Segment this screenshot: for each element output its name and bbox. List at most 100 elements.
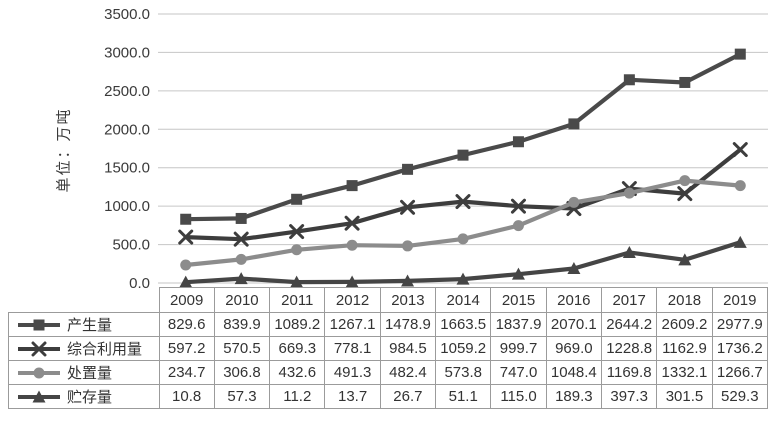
square-marker	[180, 213, 192, 225]
value-cell: 1048.4	[545, 360, 603, 385]
value-cell: 2644.2	[600, 312, 658, 337]
chart-data-table: 2009 2010 2011 2012 2013 2014 2015 2016 2017 2018…	[8, 287, 769, 409]
year-header-cell: 2012	[324, 287, 381, 313]
value-cell: 10.8	[158, 384, 215, 409]
square-marker	[346, 180, 358, 192]
table-row: 贮存量 10.8 57.3 11.2 13.7 26.7 51.1 115.0 189.3 397…	[8, 384, 769, 409]
triangle-marker	[622, 245, 636, 258]
x-marker	[233, 231, 249, 247]
square-marker	[33, 319, 45, 330]
year-header-cell: 2010	[213, 287, 271, 313]
legend-key: 处置量	[9, 362, 158, 383]
x-marker	[455, 194, 471, 210]
square-marker-icon	[18, 319, 60, 330]
value-cell: 669.3	[269, 336, 326, 361]
year-header-row: 2009 2010 2011 2012 2013 2014 2015 2016 2017 2018…	[9, 287, 769, 313]
series-name: 贮存量	[67, 389, 113, 406]
value-cell: 1837.9	[490, 312, 547, 337]
y-tick-label: 1500.0	[104, 160, 150, 177]
value-cell: 829.6	[158, 312, 215, 337]
value-cell: 2609.2	[656, 312, 713, 337]
legend-key: 贮存量	[9, 386, 158, 407]
square-marker	[457, 149, 469, 161]
circle-marker	[402, 240, 414, 252]
square-marker	[235, 212, 247, 224]
value-cell: 1266.7	[711, 360, 769, 385]
value-cell: 13.7	[324, 384, 381, 409]
circle-marker	[679, 175, 691, 187]
circle-marker	[568, 196, 580, 208]
y-tick-label: 0.0	[129, 275, 150, 292]
value-cell: 1736.2	[711, 336, 769, 361]
square-marker	[623, 74, 635, 86]
value-cell: 482.4	[379, 360, 437, 385]
triangle-marker-icon	[18, 390, 60, 402]
triangle-marker	[234, 272, 248, 285]
circle-marker	[291, 244, 303, 256]
x-marker	[732, 142, 748, 158]
x-marker	[289, 224, 305, 240]
y-tick-label: 2000.0	[104, 121, 150, 138]
value-cell: 1089.2	[269, 312, 326, 337]
circle-marker-icon	[18, 367, 60, 378]
square-marker	[734, 48, 746, 60]
value-cell: 969.0	[545, 336, 603, 361]
circle-marker	[457, 233, 469, 245]
value-cell: 597.2	[158, 336, 215, 361]
year-header-cell: 2011	[269, 287, 326, 313]
value-cell: 1059.2	[435, 336, 492, 361]
circle-marker	[512, 220, 524, 232]
legend-header-blank-cell	[9, 288, 160, 313]
value-cell: 397.3	[600, 384, 658, 409]
table-row: 综合利用量 597.2 570.5 669.3 778.1 984.5 1059.2 999.…	[8, 336, 769, 361]
series-name: 产生量	[67, 317, 113, 334]
square-marker	[568, 118, 580, 130]
y-tick-label: 1000.0	[104, 198, 150, 215]
circle-marker	[346, 239, 358, 251]
value-cell: 1162.9	[656, 336, 713, 361]
value-cell: 491.3	[324, 360, 381, 385]
x-marker	[400, 199, 416, 215]
value-cell: 1478.9	[379, 312, 437, 337]
value-cell: 432.6	[269, 360, 326, 385]
year-header-cell: 2013	[379, 287, 437, 313]
triangle-marker	[456, 272, 470, 285]
square-marker	[512, 136, 524, 148]
value-cell: 984.5	[379, 336, 437, 361]
triangle-marker	[179, 275, 193, 288]
value-cell: 747.0	[490, 360, 547, 385]
series-name: 处置量	[67, 365, 113, 382]
value-cell: 26.7	[379, 384, 437, 409]
triangle-marker	[290, 275, 304, 288]
value-cell: 1267.1	[324, 312, 381, 337]
y-tick-label: 2500.0	[104, 83, 150, 100]
circle-marker	[180, 259, 192, 271]
y-tick-label: 3000.0	[104, 44, 150, 61]
legend-cell: 贮存量	[8, 384, 160, 409]
legend-cell: 处置量	[8, 360, 160, 385]
value-cell: 57.3	[213, 384, 271, 409]
value-cell: 234.7	[158, 360, 215, 385]
triangle-marker	[678, 253, 692, 266]
value-cell: 839.9	[213, 312, 271, 337]
circle-marker	[623, 187, 635, 199]
x-marker	[178, 229, 194, 245]
square-marker	[679, 76, 691, 88]
value-cell: 1663.5	[435, 312, 492, 337]
triangle-marker	[32, 390, 46, 402]
legend-key: 综合利用量	[9, 338, 158, 359]
value-cell: 189.3	[545, 384, 603, 409]
square-marker	[291, 193, 303, 205]
value-cell: 1332.1	[656, 360, 713, 385]
value-cell: 999.7	[490, 336, 547, 361]
x-marker	[677, 186, 693, 202]
year-header-cell: 2009	[158, 287, 215, 313]
series-line	[183, 147, 743, 242]
x-marker-icon	[18, 341, 60, 356]
value-cell: 529.3	[711, 384, 769, 409]
year-header-cell: 2019	[711, 287, 769, 313]
triangle-marker	[733, 235, 747, 248]
value-cell: 115.0	[490, 384, 547, 409]
y-tick-label: 500.0	[112, 237, 150, 254]
